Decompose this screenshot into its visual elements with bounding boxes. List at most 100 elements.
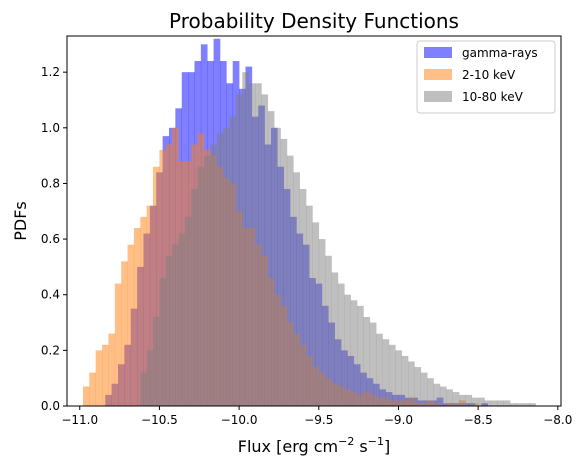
bar-10-80-kev-47 xyxy=(433,383,441,406)
bar-10-80-kev-42 xyxy=(401,355,409,406)
y-axis-label: PDFs xyxy=(11,201,30,241)
y-tick-label: 0.0 xyxy=(41,399,60,413)
bar-2-10-kev-4 xyxy=(108,333,116,406)
bar-2-10-kev-9 xyxy=(140,216,147,406)
bar-2-10-kev-0 xyxy=(82,386,90,406)
bar-10-80-kev-23 xyxy=(280,138,288,406)
bar-10-80-kev-61 xyxy=(522,403,530,406)
bar-10-80-kev-37 xyxy=(369,322,377,406)
bar-10-80-kev-14 xyxy=(223,127,230,407)
y-tick-label: 0.2 xyxy=(41,343,60,357)
bar-10-80-kev-9 xyxy=(191,189,198,406)
x-axis-label-part-2: s xyxy=(354,437,367,456)
bar-10-80-kev-45 xyxy=(420,372,428,406)
bar-10-80-kev-28 xyxy=(312,222,320,406)
bar-2-10-kev-6 xyxy=(121,261,128,406)
bar-10-80-kev-33 xyxy=(344,294,351,406)
legend-swatch-gamma-rays xyxy=(424,47,452,58)
x-tick-label: −11.0 xyxy=(61,413,98,427)
x-axis-ticks: −11.0 −10.5 −10.0 −9.5 −9.0 −8.5 −8.0 xyxy=(61,406,572,427)
x-axis-label-part-1: Flux [erg cm xyxy=(238,437,338,456)
bar-10-80-kev-58 xyxy=(503,400,511,406)
bar-10-80-kev-26 xyxy=(299,189,307,406)
bar-2-10-kev-8 xyxy=(133,227,141,406)
bar-10-80-kev-21 xyxy=(267,111,275,407)
bar-10-80-kev-59 xyxy=(510,403,517,406)
bar-10-80-kev-50 xyxy=(452,392,460,406)
bar-10-80-kev-44 xyxy=(414,367,422,406)
plot-frame xyxy=(66,35,562,407)
bar-10-80-kev-32 xyxy=(337,283,345,406)
bar-10-80-kev-16 xyxy=(235,94,243,407)
x-axis-label-part-3: ] xyxy=(384,437,390,456)
bar-10-80-kev-24 xyxy=(286,155,294,406)
bar-10-80-kev-7 xyxy=(178,233,186,406)
bar-2-10-kev-5 xyxy=(114,283,122,406)
bar-2-10-kev-2 xyxy=(95,350,103,406)
y-tick-label: 1.0 xyxy=(41,121,60,135)
bar-10-80-kev-20 xyxy=(261,94,269,407)
bar-10-80-kev-38 xyxy=(376,333,383,406)
bar-10-80-kev-4 xyxy=(159,278,167,406)
bar-10-80-kev-51 xyxy=(459,394,466,406)
bar-10-80-kev-56 xyxy=(490,400,498,406)
x-tick-label: −9.0 xyxy=(384,413,413,427)
bar-10-80-kev-54 xyxy=(478,397,485,406)
bar-10-80-kev-49 xyxy=(446,389,453,406)
y-tick-label: 0.4 xyxy=(41,288,60,302)
x-axis-label: Flux [erg cm−2 s−1] xyxy=(238,435,390,456)
bar-10-80-kev-3 xyxy=(153,316,160,406)
bar-10-80-kev-25 xyxy=(293,172,300,406)
x-tick-label: −10.5 xyxy=(141,413,178,427)
bar-10-80-kev-19 xyxy=(255,83,262,406)
bar-10-80-kev-53 xyxy=(471,397,479,406)
bar-10-80-kev-41 xyxy=(395,350,402,406)
bar-10-80-kev-5 xyxy=(165,255,173,406)
bar-10-80-kev-52 xyxy=(465,394,473,406)
legend-swatch-10-80-kev xyxy=(424,91,452,102)
bar-10-80-kev-35 xyxy=(357,305,364,406)
bar-10-80-kev-13 xyxy=(216,133,224,406)
x-tick-label: −8.5 xyxy=(464,413,493,427)
bar-10-80-kev-27 xyxy=(306,205,313,406)
bar-2-10-kev-1 xyxy=(89,372,96,406)
chart-title: Probability Density Functions xyxy=(169,9,459,33)
bar-10-80-kev-39 xyxy=(382,339,390,406)
y-axis-ticks: 0.0 0.2 0.4 0.6 0.8 1.0 1.2 xyxy=(41,65,67,413)
bar-10-80-kev-48 xyxy=(439,386,447,406)
bar-10-80-kev-62 xyxy=(529,403,536,406)
y-tick-label: 0.8 xyxy=(41,176,60,190)
x-tick-label: −8.0 xyxy=(543,413,572,427)
legend-label-10-80-kev: 10-80 keV xyxy=(462,90,524,104)
bar-10-80-kev-17 xyxy=(242,72,249,407)
bar-10-80-kev-18 xyxy=(248,83,256,406)
bar-10-80-kev-29 xyxy=(318,239,326,406)
bar-10-80-kev-8 xyxy=(184,216,192,406)
x-tick-label: −10.0 xyxy=(221,413,258,427)
legend-label-2-10-kev: 2-10 keV xyxy=(462,68,516,82)
bar-10-80-kev-22 xyxy=(274,127,281,407)
bar-10-80-kev-12 xyxy=(210,144,218,406)
bar-10-80-kev-46 xyxy=(427,378,434,406)
y-tick-label: 1.2 xyxy=(41,65,60,79)
bar-10-80-kev-31 xyxy=(331,272,339,406)
bar-2-10-kev-3 xyxy=(102,344,109,406)
bar-10-80-kev-11 xyxy=(204,155,211,406)
bar-10-80-kev-60 xyxy=(516,403,524,406)
histogram-bars xyxy=(82,38,536,407)
legend: gamma-rays 2-10 keV 10-80 keV xyxy=(416,40,556,114)
legend-label-gamma-rays: gamma-rays xyxy=(462,46,538,60)
bar-10-80-kev-43 xyxy=(408,361,415,406)
bar-2-10-kev-11 xyxy=(153,166,160,406)
y-tick-label: 0.6 xyxy=(41,232,60,246)
legend-swatch-2-10-kev xyxy=(424,69,452,80)
bar-2-10-kev-10 xyxy=(146,205,154,406)
x-axis-label-exp-2: −1 xyxy=(368,435,384,448)
bar-10-80-kev-55 xyxy=(484,400,492,406)
bar-10-80-kev-6 xyxy=(172,244,179,406)
bar-10-80-kev-30 xyxy=(325,255,332,406)
bar-10-80-kev-15 xyxy=(229,116,237,407)
bar-10-80-kev-2 xyxy=(146,350,154,406)
bar-10-80-kev-10 xyxy=(197,166,205,406)
